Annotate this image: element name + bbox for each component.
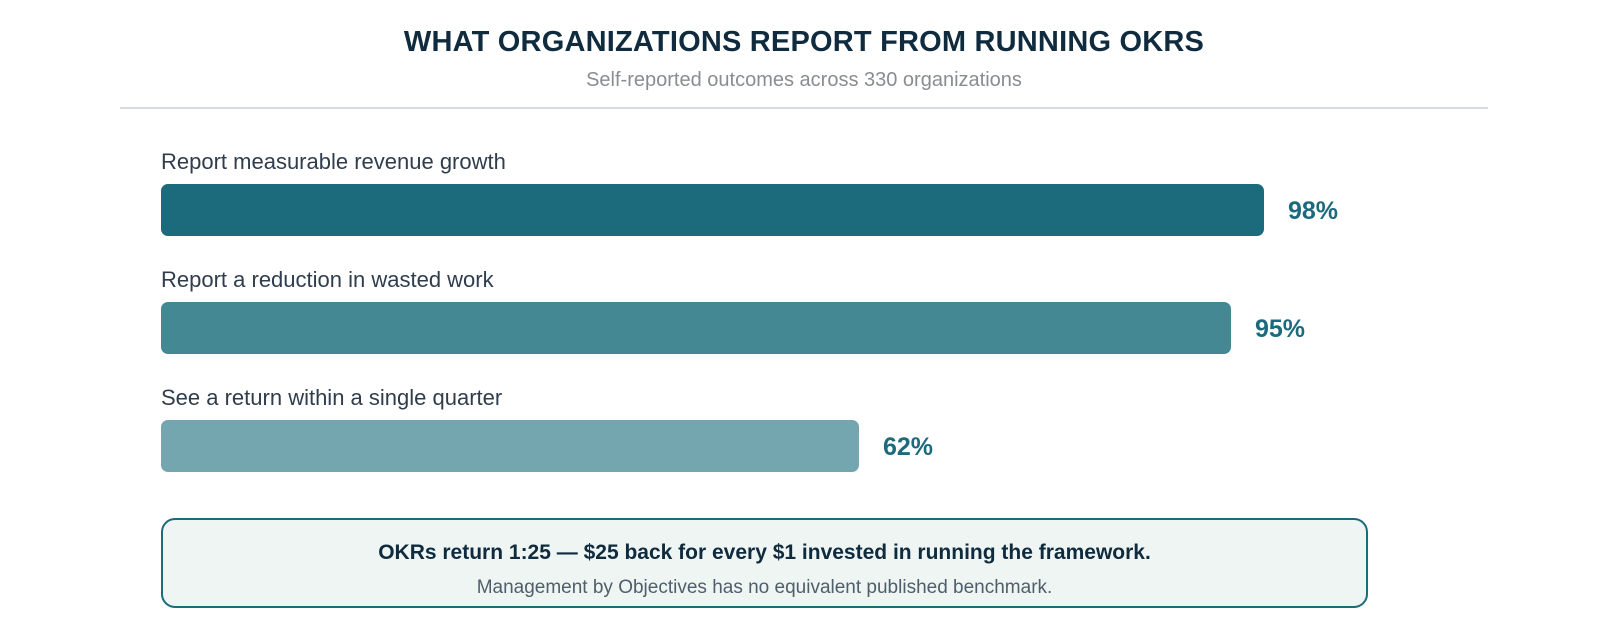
bar	[161, 184, 1264, 236]
callout-box: OKRs return 1:25 — $25 back for every $1…	[161, 518, 1368, 608]
bar-category-label: Report a reduction in wasted work	[161, 267, 494, 292]
bar-row: Report measurable revenue growth 98%	[161, 148, 1361, 258]
bar	[161, 302, 1231, 354]
bar-row: Report a reduction in wasted work 95%	[161, 266, 1361, 376]
bar-row: See a return within a single quarter 62%	[161, 384, 1361, 494]
bar	[161, 420, 859, 472]
chart-title: WHAT ORGANIZATIONS REPORT FROM RUNNING O…	[403, 26, 1205, 58]
chart-subtitle: Self-reported outcomes across 330 organi…	[586, 69, 1022, 91]
callout-headline: OKRs return 1:25 — $25 back for every $1…	[378, 541, 1151, 564]
bar-value-label: 62%	[883, 433, 934, 461]
bar-category-label: Report measurable revenue growth	[161, 149, 506, 174]
bar-category-label: See a return within a single quarter	[161, 385, 503, 410]
header-divider	[120, 107, 1488, 109]
callout-note: Management by Objectives has no equivale…	[476, 577, 1053, 598]
bar-value-label: 95%	[1255, 315, 1306, 343]
bar-value-label: 98%	[1288, 197, 1339, 225]
